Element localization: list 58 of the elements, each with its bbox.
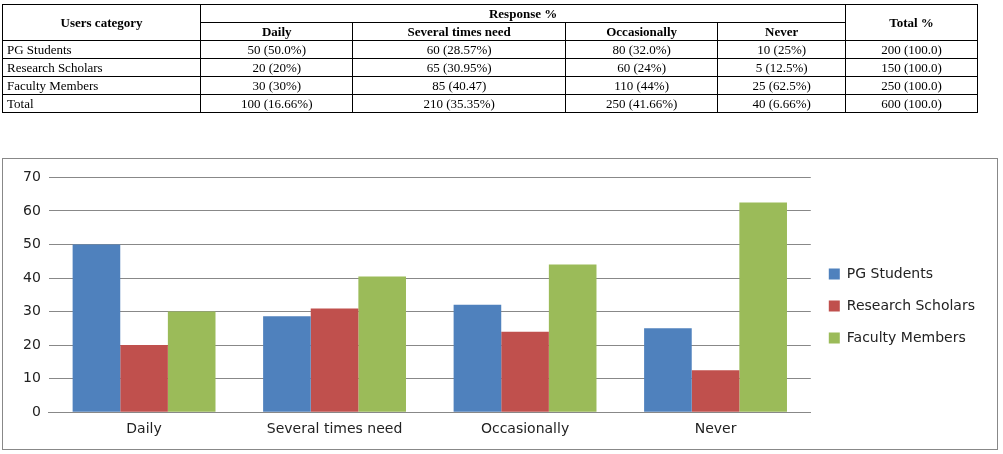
text: 20 (20%) [200, 58, 353, 77]
text: Several times need [352, 22, 566, 41]
text: 85 (40.47) [352, 76, 566, 95]
text: Research Scholars [2, 58, 201, 77]
x-tick-label: Daily [126, 420, 162, 437]
y-tick-label: 30 [22, 302, 41, 319]
text: Occasionally [565, 22, 718, 41]
bar [644, 328, 692, 412]
text: 40 (6.66%) [717, 94, 846, 113]
text: 600 (100.0) [845, 94, 978, 113]
text: 5 (12.5%) [717, 58, 846, 77]
text: Users category [2, 4, 201, 41]
text: Daily [200, 22, 353, 41]
bar [453, 304, 502, 412]
text: 200 (100.0) [845, 40, 978, 59]
bar [72, 244, 121, 412]
text: Response % [200, 4, 846, 23]
legend-label: Faculty Members [846, 328, 966, 345]
text: 60 (24%) [565, 58, 718, 77]
y-tick-label: 50 [22, 235, 41, 252]
bar [167, 311, 216, 412]
text: 250 (41.66%) [565, 94, 718, 113]
y-tick-label: 20 [22, 335, 41, 352]
text: 30 (30%) [200, 76, 353, 95]
text: 50 (50.0%) [200, 40, 353, 59]
text: Never [717, 22, 846, 41]
y-tick-label: 10 [22, 369, 41, 386]
y-tick-label: 40 [22, 268, 41, 285]
text: 100 (16.66%) [200, 94, 353, 113]
bar [120, 345, 168, 412]
text: 150 (100.0) [845, 58, 978, 77]
bar [691, 370, 740, 412]
bar [739, 202, 787, 412]
legend-label: PG Students [846, 264, 933, 281]
text: 250 (100.0) [845, 76, 978, 95]
text: 210 (35.35%) [352, 94, 566, 113]
x-tick-label: Several times need [266, 420, 403, 437]
text: 10 (25%) [717, 40, 846, 59]
text: Total [2, 94, 201, 113]
y-tick-label: 70 [22, 168, 41, 185]
text: Total % [845, 4, 978, 41]
text: 60 (28.57%) [352, 40, 566, 59]
text: 80 (32.0%) [565, 40, 718, 59]
legend-label: Research Scholars [846, 296, 976, 313]
text: Faculty Members [2, 76, 201, 95]
bar [263, 316, 311, 412]
x-tick-label: Never [694, 420, 737, 437]
y-tick-label: 60 [22, 201, 41, 218]
bar [358, 276, 406, 412]
bar [548, 264, 597, 412]
text: 110 (44%) [565, 76, 718, 95]
bar [501, 331, 549, 412]
y-tick-label: 0 [31, 402, 41, 419]
bar [310, 308, 359, 412]
text: 25 (62.5%) [717, 76, 846, 95]
x-tick-label: Occasionally [480, 420, 570, 437]
text: 65 (30.95%) [352, 58, 566, 77]
text: PG Students [2, 40, 201, 59]
